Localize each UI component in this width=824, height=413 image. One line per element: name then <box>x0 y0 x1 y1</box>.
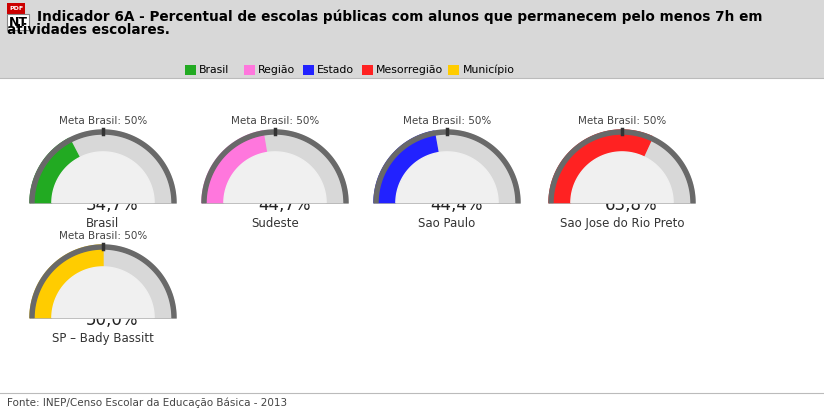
Polygon shape <box>374 131 438 203</box>
Text: Sao Paulo: Sao Paulo <box>419 217 475 230</box>
Polygon shape <box>202 131 266 203</box>
FancyBboxPatch shape <box>185 65 196 75</box>
Text: Município: Município <box>462 65 514 75</box>
Polygon shape <box>396 152 498 203</box>
Text: Meta Brasil: 50%: Meta Brasil: 50% <box>59 116 147 126</box>
FancyBboxPatch shape <box>448 65 460 75</box>
Polygon shape <box>374 130 520 203</box>
Polygon shape <box>549 130 653 203</box>
Polygon shape <box>549 130 695 203</box>
Text: SP – Bady Bassitt: SP – Bady Bassitt <box>52 332 154 345</box>
Polygon shape <box>30 130 176 203</box>
Text: Região: Região <box>258 65 295 75</box>
Polygon shape <box>52 267 154 318</box>
Polygon shape <box>202 130 348 203</box>
Text: Brasil: Brasil <box>199 65 229 75</box>
Polygon shape <box>202 130 348 203</box>
FancyBboxPatch shape <box>0 78 824 393</box>
Polygon shape <box>30 245 103 318</box>
Text: NT: NT <box>8 16 27 28</box>
Polygon shape <box>549 130 695 203</box>
Text: atividades escolares.: atividades escolares. <box>7 23 170 37</box>
Polygon shape <box>571 152 673 203</box>
Text: Fonte: INEP/Censo Escolar da Educação Básica - 2013: Fonte: INEP/Censo Escolar da Educação Bá… <box>7 398 287 408</box>
Polygon shape <box>30 138 79 203</box>
Text: 44,7%: 44,7% <box>258 196 311 214</box>
Polygon shape <box>30 245 176 318</box>
FancyBboxPatch shape <box>362 65 373 75</box>
FancyBboxPatch shape <box>244 65 255 75</box>
FancyBboxPatch shape <box>7 3 25 14</box>
Text: Meta Brasil: 50%: Meta Brasil: 50% <box>231 116 319 126</box>
Text: PDF: PDF <box>9 6 23 11</box>
FancyBboxPatch shape <box>0 393 824 413</box>
Polygon shape <box>52 152 154 203</box>
FancyBboxPatch shape <box>7 14 29 30</box>
FancyBboxPatch shape <box>0 0 824 78</box>
Text: Meta Brasil: 50%: Meta Brasil: 50% <box>578 116 666 126</box>
Text: Indicador 6A - Percentual de escolas públicas com alunos que permanecem pelo men: Indicador 6A - Percentual de escolas púb… <box>37 9 762 24</box>
Text: Brasil: Brasil <box>87 217 119 230</box>
Text: 50,0%: 50,0% <box>86 311 138 329</box>
Text: Mesorregião: Mesorregião <box>376 65 443 75</box>
Polygon shape <box>30 130 176 203</box>
Polygon shape <box>30 245 176 318</box>
Polygon shape <box>374 130 520 203</box>
Polygon shape <box>224 152 326 203</box>
Text: 44,4%: 44,4% <box>430 196 482 214</box>
FancyBboxPatch shape <box>303 65 314 75</box>
Text: Sao Jose do Rio Preto: Sao Jose do Rio Preto <box>559 217 684 230</box>
Text: 63,8%: 63,8% <box>605 196 658 214</box>
Text: Estado: Estado <box>317 65 354 75</box>
Text: Meta Brasil: 50%: Meta Brasil: 50% <box>59 231 147 241</box>
Text: Sudeste: Sudeste <box>251 217 299 230</box>
Text: 34,7%: 34,7% <box>86 196 138 214</box>
Text: Meta Brasil: 50%: Meta Brasil: 50% <box>403 116 491 126</box>
